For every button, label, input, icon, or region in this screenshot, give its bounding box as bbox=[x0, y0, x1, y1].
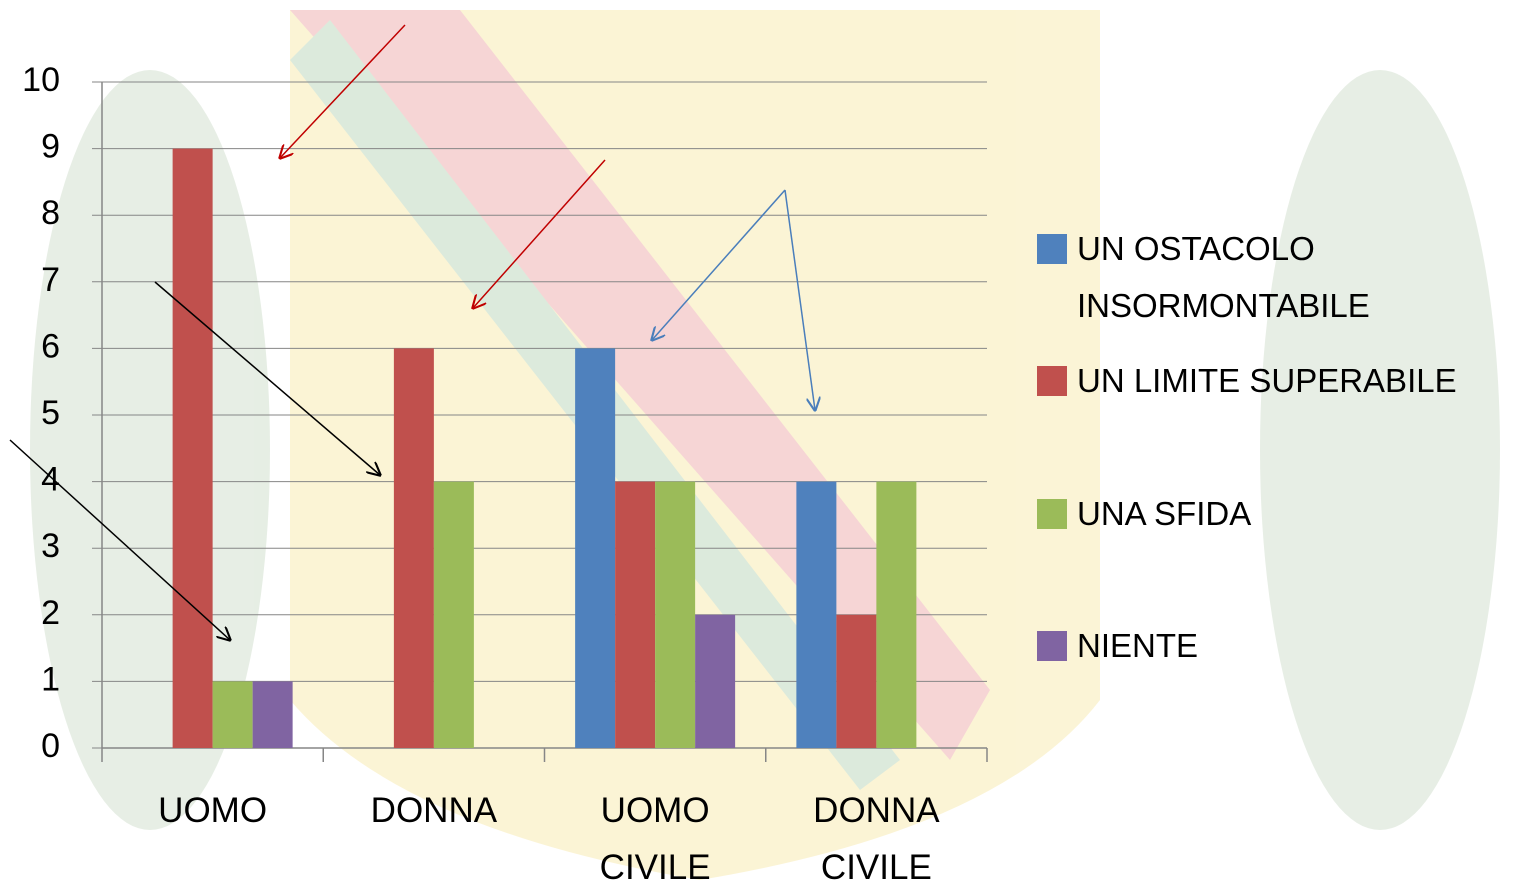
y-tick-label: 9 bbox=[41, 128, 60, 166]
legend-label: UNA SFIDA bbox=[1077, 495, 1252, 532]
bar bbox=[796, 481, 837, 748]
annotations bbox=[9, 24, 815, 640]
bar bbox=[695, 614, 736, 748]
y-tick-label: 10 bbox=[22, 61, 60, 99]
arrow bbox=[784, 189, 815, 410]
arrow bbox=[280, 24, 406, 158]
bar bbox=[575, 348, 616, 748]
bar bbox=[615, 481, 656, 748]
y-tick-label: 6 bbox=[41, 327, 60, 365]
legend-swatch bbox=[1037, 234, 1067, 264]
y-tick-label: 3 bbox=[41, 527, 60, 565]
arrow bbox=[652, 189, 786, 340]
y-tick-label: 2 bbox=[41, 594, 60, 632]
bar bbox=[836, 614, 877, 748]
y-tick-label: 7 bbox=[41, 261, 60, 299]
bar bbox=[433, 481, 474, 748]
legend-label: NIENTE bbox=[1077, 627, 1199, 664]
x-tick-label: UOMO CIVILE bbox=[599, 791, 711, 885]
legend-label: UN OSTACOLO INSORMONTABILE bbox=[1077, 230, 1370, 324]
bar bbox=[172, 148, 213, 749]
x-tick-label: UOMO bbox=[158, 791, 268, 830]
x-tick-label: DONNA bbox=[370, 791, 498, 830]
y-tick-label: 1 bbox=[41, 660, 60, 698]
bar bbox=[252, 681, 293, 748]
plot: 0 1 2 3 4 5 6 7 8 9 10 bbox=[22, 61, 988, 765]
y-tick-label: 8 bbox=[41, 194, 60, 232]
x-tick-label: DONNA CIVILE bbox=[813, 791, 940, 885]
legend-swatch bbox=[1037, 366, 1067, 396]
arrow bbox=[473, 159, 606, 308]
legend-swatch bbox=[1037, 631, 1067, 661]
arrow bbox=[154, 281, 380, 475]
y-tick-label: 4 bbox=[41, 461, 60, 499]
legend-label: UN LIMITE SUPERABILE bbox=[1077, 362, 1457, 399]
legend-swatch bbox=[1037, 499, 1067, 529]
bar bbox=[212, 681, 253, 748]
arrow bbox=[9, 439, 230, 640]
bar bbox=[876, 481, 917, 748]
bar bbox=[393, 348, 434, 748]
y-tick-label: 0 bbox=[41, 727, 60, 765]
bar bbox=[655, 481, 696, 748]
y-tick-label: 5 bbox=[41, 394, 60, 432]
